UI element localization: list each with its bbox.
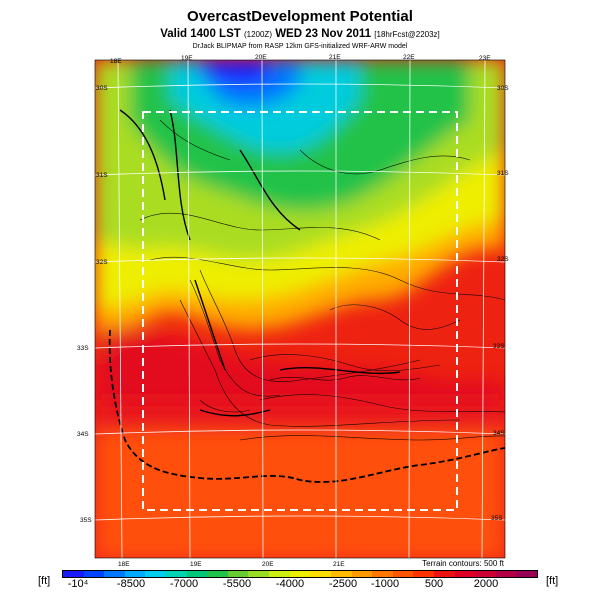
valid-time: Valid 1400 LST (1200Z) WED 23 Nov 2011 [… [0, 28, 600, 40]
colorbar-swatch [454, 571, 476, 577]
chart-title: OvercastDevelopment Potential [187, 8, 413, 25]
lat-label-left: 31S [96, 172, 108, 179]
colorbar-swatch [104, 571, 125, 577]
lat-label-left: 30S [96, 85, 108, 92]
lat-label-right: 33S [493, 343, 505, 350]
colorbar-swatch [248, 571, 270, 577]
colorbar-unit-left: [ft] [38, 575, 51, 587]
forecast-tag: [18hrFcst@2203z] [374, 30, 440, 39]
lon-label-top: 21E [329, 54, 341, 61]
colorbar-swatch [166, 571, 187, 577]
model-credit: DrJack BLIPMAP from RASP 12km GFS-initia… [192, 43, 408, 50]
colorbar-swatch [124, 571, 146, 577]
lon-label-top: 18E [110, 58, 122, 65]
lat-label-right: 35S [491, 515, 503, 522]
lat-label-left: 35S [80, 517, 92, 524]
colorbar-swatch [475, 571, 496, 577]
colorbar-swatch [413, 571, 434, 577]
colorbar-swatch [351, 571, 373, 577]
colorbar-tick: -1000 [370, 578, 400, 590]
colorbar-tick: -4000 [275, 578, 305, 590]
colorbar-swatch [289, 571, 311, 577]
colorbar-swatch [227, 571, 249, 577]
color-field [95, 60, 505, 558]
inner-domain-box [142, 111, 458, 511]
major-contours [119, 109, 401, 417]
colorbar-tick: -7000 [169, 578, 199, 590]
lon-label-bottom: 19E [190, 561, 202, 568]
lat-label-left: 34S [77, 431, 89, 438]
colorbar-swatch [372, 571, 393, 577]
colorbar-swatch [330, 571, 352, 577]
terrain-contour-note: Terrain contours: 500 ft [422, 559, 504, 568]
valid-date: WED 23 Nov 2011 [275, 28, 372, 40]
terrain-contours [139, 119, 505, 441]
coastline [108, 329, 505, 483]
colorbar-swatch [310, 571, 331, 577]
lon-label-bottom: 21E [333, 561, 345, 568]
colorbar-swatch [269, 571, 290, 577]
colorbar-swatch [145, 571, 167, 577]
lon-label-top: 23E [479, 55, 491, 62]
lat-label-right: 32S [497, 256, 509, 263]
colorbar-swatch [495, 571, 517, 577]
lat-label-left: 33S [77, 345, 89, 352]
colorbar-tick: -5500 [222, 578, 252, 590]
valid-prefix: Valid 1400 LST [160, 28, 241, 40]
lon-label-top: 20E [255, 54, 267, 61]
colorbar [62, 570, 538, 578]
colorbar-swatch [186, 571, 208, 577]
lon-label-top: 19E [181, 55, 193, 62]
map-border [94, 59, 506, 559]
lon-label-bottom: 20E [262, 561, 274, 568]
colorbar-swatch [207, 571, 228, 577]
colorbar-tick: -10⁴ [67, 578, 89, 590]
valid-utc: (1200Z) [243, 30, 272, 39]
colorbar-swatch [392, 571, 414, 577]
colorbar-swatch [83, 571, 105, 577]
lon-label-top: 22E [403, 54, 415, 61]
lat-lon-grid [95, 60, 505, 558]
colorbar-swatch [63, 571, 84, 577]
colorbar-swatch [433, 571, 455, 577]
colorbar-unit-right: [ft] [546, 575, 559, 587]
colorbar-swatch [516, 571, 538, 577]
colorbar-tick: -2500 [328, 578, 358, 590]
lat-label-right: 34S [493, 430, 505, 437]
lat-label-left: 32S [96, 259, 108, 266]
lat-label-right: 31S [497, 170, 509, 177]
colorbar-tick: 500 [424, 578, 444, 590]
colorbar-tick: 2000 [473, 578, 499, 590]
lat-label-right: 30S [497, 85, 509, 92]
lon-label-bottom: 18E [118, 561, 130, 568]
colorbar-tick: -8500 [116, 578, 146, 590]
